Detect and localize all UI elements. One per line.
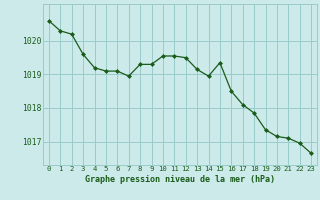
X-axis label: Graphe pression niveau de la mer (hPa): Graphe pression niveau de la mer (hPa) (85, 175, 275, 184)
